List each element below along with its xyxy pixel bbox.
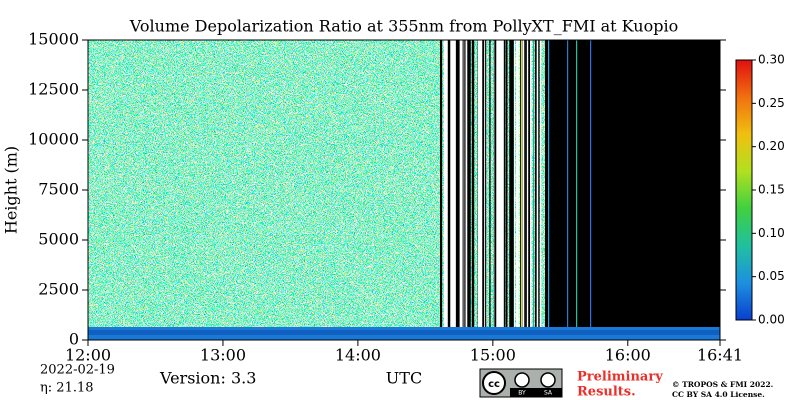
column-stripe xyxy=(513,40,515,340)
eta: η: 21.18 xyxy=(40,381,94,396)
y-tick-label: 10000 xyxy=(28,130,79,149)
column-stripe xyxy=(447,40,451,340)
y-tick-label: 15000 xyxy=(28,30,79,49)
colorbar-tick-label: 0.20 xyxy=(758,139,785,153)
column-stripe xyxy=(462,40,465,340)
column-stripe xyxy=(461,40,463,340)
column-stripe xyxy=(483,40,487,340)
column-stripe xyxy=(524,40,526,340)
column-stripe xyxy=(535,40,539,340)
colorbar-tick-label: 0.10 xyxy=(758,226,785,240)
date: 2022-02-19 xyxy=(40,363,115,378)
column-stripe xyxy=(567,40,569,340)
colorbar xyxy=(735,59,753,321)
copyright: © TROPOS & FMI 2022. xyxy=(672,380,773,389)
column-stripe xyxy=(498,40,501,340)
column-stripe xyxy=(440,40,443,340)
surface-band xyxy=(88,330,720,335)
column-stripe xyxy=(510,40,513,340)
colorbar-tick-label: 0.30 xyxy=(758,53,785,67)
column-stripe xyxy=(450,40,455,340)
column-stripe xyxy=(456,40,460,340)
column-stripe xyxy=(471,40,475,340)
y-tick-label: 7500 xyxy=(38,180,79,199)
column-stripe xyxy=(495,40,499,340)
notice: Results. xyxy=(577,385,636,400)
colorbar-tick-label: 0.05 xyxy=(758,269,785,283)
badge-by: BY xyxy=(518,390,526,397)
column-stripe xyxy=(467,40,471,340)
colorbar-tick-label: 0.15 xyxy=(758,183,785,197)
colorbar-tick-label: 0.00 xyxy=(758,313,785,327)
column-stripe xyxy=(505,40,508,340)
copyright: CC BY SA 4.0 License. xyxy=(672,390,765,399)
y-tick-label: 5000 xyxy=(38,230,79,249)
x-tick-label: 12:00 xyxy=(65,346,111,365)
column-stripe xyxy=(485,40,487,340)
x-tick-label: 16:41 xyxy=(697,346,743,365)
y-tick-label: 2500 xyxy=(38,280,79,299)
column-stripe xyxy=(464,40,466,340)
cc-icon xyxy=(482,371,506,395)
badge-cc: cc xyxy=(488,379,500,390)
x-tick-label: 13:00 xyxy=(200,346,246,365)
column-stripe xyxy=(527,40,529,340)
column-stripe xyxy=(503,40,506,340)
column-stripe xyxy=(446,40,450,340)
badge-sa: SA xyxy=(544,390,553,397)
y-axis-label: Height (m) xyxy=(2,146,21,234)
y-tick-label: 12500 xyxy=(28,80,79,99)
by-icon xyxy=(514,372,530,388)
noise-texture xyxy=(88,40,558,340)
column-stripe xyxy=(478,40,483,340)
x-tick-label: 15:00 xyxy=(470,346,516,365)
sa-icon xyxy=(540,372,556,388)
colorbar-tick-label: 0.25 xyxy=(758,96,785,110)
no-signal xyxy=(545,40,720,340)
column-stripe xyxy=(443,40,448,340)
column-stripe xyxy=(529,40,532,340)
x-tick-label: 16:00 xyxy=(605,346,651,365)
chart-title: Volume Depolarization Ratio at 355nm fro… xyxy=(129,17,678,36)
column-stripe xyxy=(534,40,537,340)
column-stripe xyxy=(494,40,497,340)
column-stripe xyxy=(548,40,550,340)
column-stripe xyxy=(464,40,468,340)
badge-strip xyxy=(510,388,562,397)
license-badge: cc BY SA xyxy=(479,368,563,398)
column-stripe xyxy=(489,40,491,340)
version: Version: 3.3 xyxy=(159,369,256,388)
x-axis-label: UTC xyxy=(386,369,422,388)
column-stripe xyxy=(499,40,504,340)
column-stripe xyxy=(540,40,542,340)
column-stripe xyxy=(533,40,535,340)
column-stripe xyxy=(454,40,456,340)
column-stripe xyxy=(576,40,578,340)
y-tick-label: 0 xyxy=(69,330,79,349)
notice: Preliminary xyxy=(577,370,663,385)
column-stripe xyxy=(516,40,519,340)
column-stripe xyxy=(521,40,523,340)
heatmap-field xyxy=(88,40,720,340)
column-stripe xyxy=(590,40,592,340)
x-tick-label: 14:00 xyxy=(335,346,381,365)
